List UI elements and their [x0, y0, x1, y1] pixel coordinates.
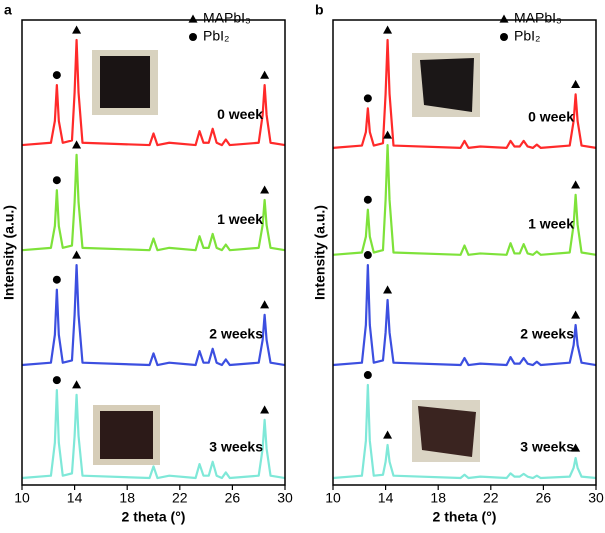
xrd-pattern — [21, 153, 286, 252]
y-axis-label: Intensity (a.u.) — [1, 205, 17, 300]
mapbi3-marker — [72, 140, 82, 149]
x-tick-label: 30 — [277, 490, 293, 506]
legend-label: PbI₂ — [514, 28, 540, 44]
mapbi3-marker — [260, 300, 270, 309]
x-tick-label: 14 — [67, 490, 83, 506]
mapbi3-marker — [72, 25, 82, 34]
pattern-label: 3 weeks — [209, 439, 263, 455]
xrd-pattern — [21, 389, 286, 480]
mapbi3-marker — [260, 70, 270, 79]
pbi2-marker — [52, 71, 61, 80]
xrd-pattern — [21, 38, 286, 147]
x-tick-label: 26 — [225, 490, 241, 506]
mapbi3-marker — [571, 310, 581, 319]
xrd-pattern — [332, 263, 597, 367]
x-tick-label: 18 — [430, 490, 446, 506]
mapbi3-marker — [260, 185, 270, 194]
photo-film — [418, 406, 476, 457]
mapbi3-marker — [571, 180, 581, 189]
legend-label: PbI₂ — [203, 28, 229, 44]
photo-film — [420, 58, 474, 112]
pbi2-marker — [363, 94, 372, 103]
mapbi3-marker — [72, 380, 82, 389]
mapbi3-marker — [571, 79, 581, 88]
mapbi3-marker — [383, 25, 393, 34]
pbi2-marker — [52, 176, 61, 185]
legend-symbol — [189, 33, 197, 41]
xrd-pattern — [332, 143, 597, 256]
pbi2-marker — [52, 376, 61, 385]
x-tick-label: 22 — [172, 490, 188, 506]
mapbi3-marker — [260, 405, 270, 414]
mapbi3-marker — [383, 430, 393, 439]
plot-frame — [332, 19, 597, 486]
x-tick-label: 22 — [483, 490, 499, 506]
x-tick-label: 26 — [536, 490, 552, 506]
mapbi3-marker — [571, 443, 581, 452]
xrd-pattern — [332, 383, 597, 480]
pbi2-marker — [363, 195, 372, 204]
x-tick-label: 10 — [325, 490, 341, 506]
pattern-label: 2 weeks — [520, 326, 574, 342]
panel-label: a — [4, 2, 12, 18]
xrd-pattern — [21, 263, 286, 367]
mapbi3-marker — [383, 130, 393, 139]
pattern-label: 1 week — [528, 216, 574, 232]
photo-insets — [92, 50, 480, 465]
legend-label: MAPbI₃ — [203, 10, 251, 26]
x-tick-label: 18 — [119, 490, 135, 506]
legend-symbol — [188, 14, 198, 23]
x-axis-label: 2 theta (°) — [122, 509, 186, 525]
pattern-label: 0 week — [528, 109, 574, 125]
pattern-label: 2 weeks — [209, 326, 263, 342]
pbi2-marker — [52, 275, 61, 284]
panel-label: b — [315, 2, 324, 18]
plot-frame — [21, 19, 286, 486]
pattern-label: 1 week — [217, 211, 263, 227]
x-tick-label: 30 — [588, 490, 604, 506]
pattern-label: 0 week — [217, 106, 263, 122]
pbi2-marker — [363, 371, 372, 380]
mapbi3-marker — [72, 250, 82, 259]
photo-film — [100, 56, 150, 108]
x-axis-label: 2 theta (°) — [433, 509, 497, 525]
y-axis-label: Intensity (a.u.) — [312, 205, 328, 300]
photo-film — [100, 411, 153, 459]
mapbi3-marker — [383, 285, 393, 294]
pbi2-marker — [363, 251, 372, 260]
xrd-pattern — [332, 38, 597, 149]
x-tick-label: 14 — [378, 490, 394, 506]
x-tick-label: 10 — [14, 490, 30, 506]
pattern-label: 3 weeks — [520, 439, 574, 455]
legend-symbol — [499, 14, 509, 23]
legend-symbol — [500, 33, 508, 41]
legend-label: MAPbI₃ — [514, 10, 562, 26]
